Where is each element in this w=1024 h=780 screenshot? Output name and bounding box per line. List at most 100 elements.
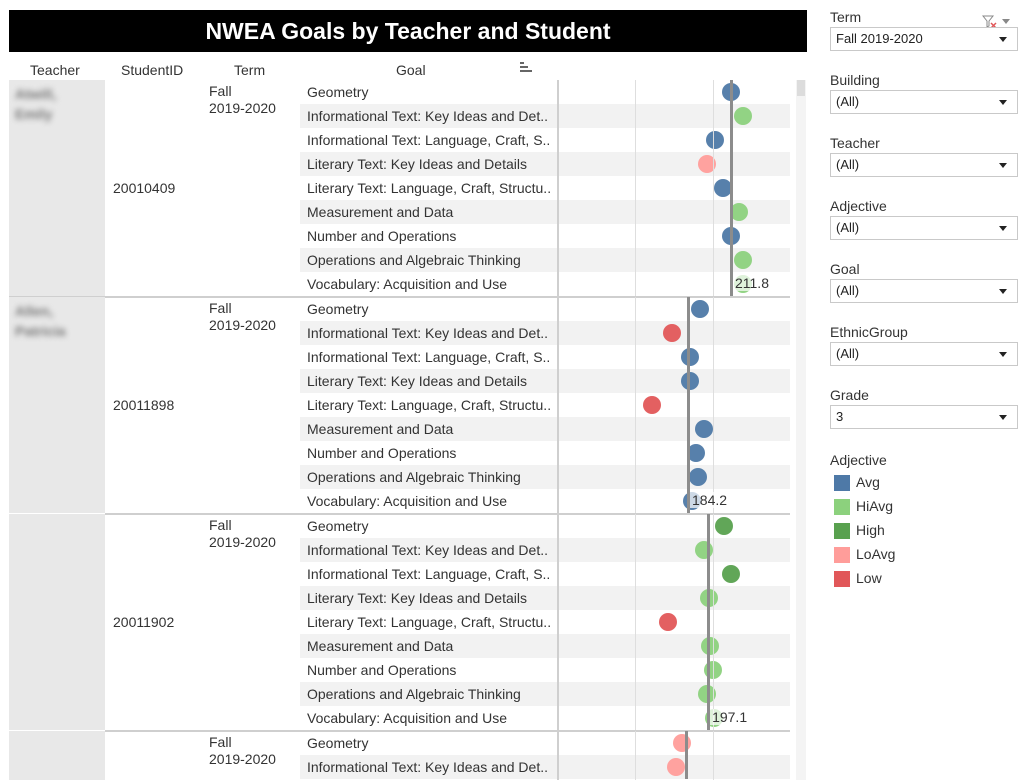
goal-row[interactable]: Measurement and Data <box>300 634 790 658</box>
chevron-down-icon[interactable] <box>999 163 1007 168</box>
score-dot-hiavg[interactable] <box>695 541 714 559</box>
teacher-cell[interactable]: Atwill, Emily <box>9 80 105 296</box>
goal-chart-cell <box>561 80 790 104</box>
chevron-down-icon[interactable] <box>999 352 1007 357</box>
term-label: Fall 2019-2020 <box>209 734 276 768</box>
filter-dropdown-ethnicgroup[interactable]: (All) <box>830 342 1018 366</box>
goal-row[interactable]: Literary Text: Key Ideas and Details <box>300 152 790 176</box>
goal-row[interactable]: Informational Text: Language, Craft, S.. <box>300 345 790 369</box>
goal-row[interactable]: Informational Text: Key Ideas and Det.. <box>300 755 790 779</box>
score-dot-avg[interactable] <box>695 420 714 438</box>
teacher-cell[interactable]: Allen, Patricia <box>9 297 105 513</box>
filter-dropdown-teacher[interactable]: (All) <box>830 153 1018 177</box>
header-student-id[interactable]: StudentID <box>121 62 184 78</box>
goal-name: Operations and Algebraic Thinking <box>300 465 561 489</box>
goal-row[interactable]: Geometry <box>300 80 790 104</box>
student-id[interactable]: 20011902 <box>113 614 175 630</box>
reference-line[interactable] <box>707 514 711 730</box>
filter-label: Goal <box>830 261 860 277</box>
term-year: 2019-2020 <box>209 100 276 116</box>
goal-row[interactable]: Literary Text: Key Ideas and Details <box>300 369 790 393</box>
score-dot-hiavg[interactable] <box>733 251 752 269</box>
axis-gridline <box>556 731 559 780</box>
goal-row[interactable]: Informational Text: Language, Craft, S.. <box>300 562 790 586</box>
goal-row[interactable]: Literary Text: Language, Craft, Structu.… <box>300 176 790 200</box>
score-dot-avg[interactable] <box>686 444 705 462</box>
score-dot-avg[interactable] <box>681 372 700 390</box>
score-dot-hiavg[interactable] <box>730 203 749 221</box>
score-dot-avg[interactable] <box>706 131 725 149</box>
vertical-scrollbar[interactable] <box>796 80 806 780</box>
student-id[interactable]: 20011898 <box>113 397 175 413</box>
legend-item-low[interactable]: Low <box>830 566 1020 590</box>
goal-row[interactable]: Measurement and Data <box>300 417 790 441</box>
score-dot-avg[interactable] <box>688 468 707 486</box>
goal-name: Literary Text: Key Ideas and Details <box>300 586 561 610</box>
score-dot-loavg[interactable] <box>667 758 685 776</box>
goal-row[interactable]: Literary Text: Language, Craft, Structu.… <box>300 610 790 634</box>
term-label: Fall 2019-2020 <box>209 517 276 551</box>
legend-item-avg[interactable]: Avg <box>830 470 1020 494</box>
reference-line[interactable] <box>729 80 733 296</box>
chevron-down-icon[interactable] <box>999 289 1007 294</box>
teacher-cell[interactable] <box>9 514 105 730</box>
score-dot-loavg[interactable] <box>698 155 717 173</box>
chevron-down-icon[interactable] <box>999 100 1007 105</box>
goal-row[interactable]: Operations and Algebraic Thinking <box>300 465 790 489</box>
goal-row[interactable]: Informational Text: Key Ideas and Det.. <box>300 538 790 562</box>
score-dot-avg[interactable] <box>714 179 733 197</box>
legend-item-loavg[interactable]: LoAvg <box>830 542 1020 566</box>
score-dot-high[interactable] <box>715 517 734 535</box>
filter-dropdown-grade[interactable]: 3 <box>830 405 1018 429</box>
goal-row[interactable]: Literary Text: Key Ideas and Details <box>300 586 790 610</box>
legend-label: LoAvg <box>856 546 896 562</box>
score-dot-hiavg[interactable] <box>733 107 752 125</box>
goal-row[interactable]: Geometry <box>300 297 790 321</box>
goal-row[interactable]: Measurement and Data <box>300 200 790 224</box>
score-dot-loavg[interactable] <box>673 734 692 752</box>
filter-grade: Grade 3 <box>830 385 1020 429</box>
filter-dropdown-term[interactable]: Fall 2019-2020 <box>830 27 1018 51</box>
sort-descending-icon[interactable] <box>520 62 534 74</box>
goal-row[interactable]: Literary Text: Language, Craft, Structu.… <box>300 393 790 417</box>
goal-name: Number and Operations <box>307 662 457 678</box>
teacher-cell[interactable] <box>9 731 105 780</box>
goal-row[interactable]: Informational Text: Key Ideas and Det.. <box>300 321 790 345</box>
score-dot-avg[interactable] <box>690 300 709 318</box>
legend-swatch <box>834 571 850 587</box>
reference-line[interactable] <box>684 731 688 779</box>
score-dot-low[interactable] <box>659 613 678 631</box>
filter-dropdown-goal[interactable]: (All) <box>830 279 1018 303</box>
legend-item-high[interactable]: High <box>830 518 1020 542</box>
header-goal[interactable]: Goal <box>396 62 426 78</box>
goal-row[interactable]: Number and Operations <box>300 441 790 465</box>
student-id[interactable]: 20010409 <box>113 180 176 196</box>
score-dot-avg[interactable] <box>681 348 700 366</box>
header-term[interactable]: Term <box>234 62 266 78</box>
goal-row[interactable]: Geometry <box>300 514 790 538</box>
scrollbar-thumb[interactable] <box>797 80 805 96</box>
chevron-down-icon[interactable] <box>999 415 1007 420</box>
score-dot-high[interactable] <box>722 565 741 583</box>
goal-row[interactable]: Operations and Algebraic Thinking <box>300 682 790 706</box>
goal-row[interactable]: Number and Operations <box>300 658 790 682</box>
filter-menu-caret-icon[interactable] <box>1002 19 1010 24</box>
filter-dropdown-adjective[interactable]: (All) <box>830 216 1018 240</box>
goal-row[interactable]: Informational Text: Language, Craft, S.. <box>300 128 790 152</box>
goal-row[interactable]: Operations and Algebraic Thinking <box>300 248 790 272</box>
score-dot-low[interactable] <box>643 396 662 414</box>
filter-dropdown-building[interactable]: (All) <box>830 90 1018 114</box>
reference-line[interactable] <box>687 297 690 513</box>
chevron-down-icon[interactable] <box>999 37 1007 42</box>
filter-adjective: Adjective (All) <box>830 196 1020 240</box>
goal-row[interactable]: Vocabulary: Acquisition and Use <box>300 272 790 296</box>
score-dot-low[interactable] <box>662 324 681 342</box>
score-dot-hiavg[interactable] <box>701 637 720 655</box>
legend-item-hiavg[interactable]: HiAvg <box>830 494 1020 518</box>
goal-row[interactable]: Geometry <box>300 731 790 755</box>
student-block: 20010409 Fall 2019-2020 Geometry Information… <box>105 80 790 296</box>
chevron-down-icon[interactable] <box>999 226 1007 231</box>
header-teacher[interactable]: Teacher <box>30 62 80 78</box>
goal-row[interactable]: Informational Text: Key Ideas and Det.. <box>300 104 790 128</box>
goal-row[interactable]: Number and Operations <box>300 224 790 248</box>
